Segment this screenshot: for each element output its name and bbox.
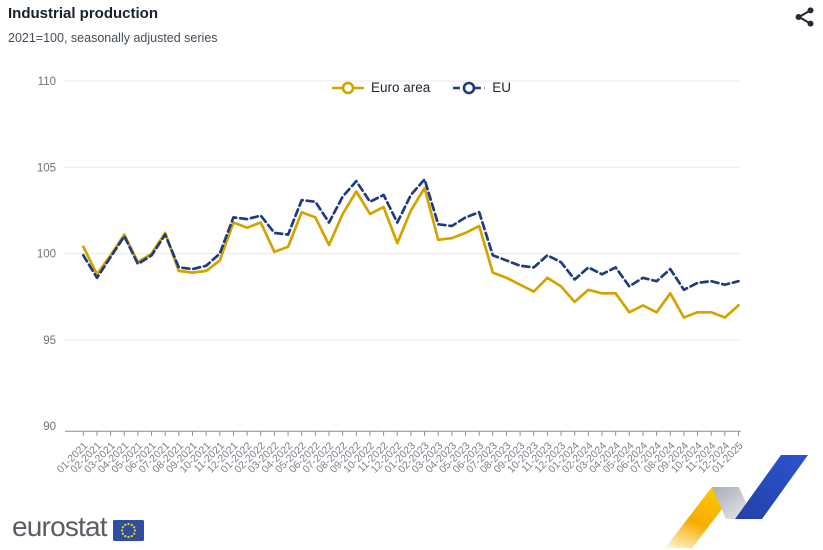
series-line-eu[interactable] <box>81 178 740 292</box>
y-axis-tick-label: 110 <box>38 76 56 88</box>
eu-flag-star <box>132 526 136 529</box>
eu-marker-icon <box>453 81 486 94</box>
line-chart-plot-area[interactable]: 110105100959001-202102-202103-202104-202… <box>0 60 823 508</box>
eurostat-logo: eurostat <box>12 513 144 541</box>
y-axis-tick-label: 90 <box>43 421 56 433</box>
legend-item-euro-area[interactable]: Euro area <box>331 80 430 95</box>
eu-flag-star <box>133 529 136 532</box>
euro-area-marker-icon <box>331 81 364 94</box>
eu-flag-star <box>123 534 127 538</box>
legend-item-eu[interactable]: EU <box>452 80 511 95</box>
eu-flag-star <box>130 534 133 538</box>
y-axis-tick-label: 100 <box>37 249 56 261</box>
eurostat-logo-text: eurostat <box>12 511 108 542</box>
eu-flag-star <box>120 529 123 532</box>
eu-flag-star <box>127 522 130 526</box>
legend-label-eu: EU <box>492 80 512 95</box>
eurostat-zigzag-decoration-icon <box>665 455 808 548</box>
eu-flag-star <box>123 523 127 527</box>
eu-flag-star <box>127 535 130 539</box>
legend-label-euro-area: Euro area <box>370 80 431 95</box>
y-axis-tick-label: 105 <box>37 162 56 174</box>
share-icon[interactable] <box>794 6 816 28</box>
chart-legend: Euro area EU <box>331 80 511 95</box>
page-title: Industrial production <box>8 5 158 22</box>
eu-flag-star <box>132 532 136 535</box>
eu-flag-icon <box>112 520 144 541</box>
eu-flag-star <box>130 523 133 527</box>
chart-subtitle: 2021=100, seasonally adjusted series <box>8 31 218 45</box>
eu-flag-star <box>121 526 124 529</box>
eu-flag-star <box>121 532 124 535</box>
series-line-euro-area[interactable] <box>81 186 740 319</box>
y-axis-tick-label: 95 <box>43 335 56 347</box>
